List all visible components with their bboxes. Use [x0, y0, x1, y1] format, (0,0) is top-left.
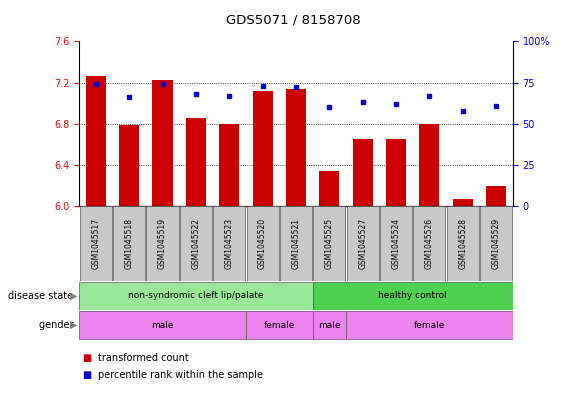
Text: male: male — [151, 321, 174, 330]
Bar — [353, 139, 373, 206]
Bar — [219, 124, 239, 206]
Bar — [186, 118, 206, 206]
Bar — [286, 89, 306, 206]
Bar — [253, 91, 272, 206]
Bar — [80, 206, 112, 281]
Text: male: male — [318, 321, 340, 330]
Text: GSM1045520: GSM1045520 — [258, 218, 267, 269]
Text: non-syndromic cleft lip/palate: non-syndromic cleft lip/palate — [128, 291, 264, 300]
Bar — [480, 206, 512, 281]
Text: GDS5071 / 8158708: GDS5071 / 8158708 — [226, 14, 360, 27]
Bar — [386, 139, 406, 206]
Text: female: female — [264, 321, 295, 330]
Text: transformed count: transformed count — [98, 353, 189, 363]
Bar — [312, 281, 513, 310]
Text: percentile rank within the sample: percentile rank within the sample — [98, 370, 264, 380]
Bar — [146, 206, 179, 281]
Text: disease state: disease state — [8, 291, 76, 301]
Bar — [247, 206, 278, 281]
Text: GSM1045524: GSM1045524 — [391, 218, 400, 269]
Text: ▶: ▶ — [70, 320, 77, 330]
Text: GSM1045523: GSM1045523 — [224, 218, 234, 269]
Bar — [246, 311, 312, 340]
Bar — [486, 186, 506, 206]
Bar — [319, 171, 339, 206]
Bar — [213, 206, 245, 281]
Text: gender: gender — [39, 320, 76, 330]
Bar — [314, 206, 345, 281]
Text: GSM1045529: GSM1045529 — [492, 218, 500, 269]
Text: female: female — [414, 321, 445, 330]
Text: GSM1045521: GSM1045521 — [291, 218, 301, 269]
Text: ▶: ▶ — [70, 291, 77, 301]
Text: ■: ■ — [82, 370, 91, 380]
Text: healthy control: healthy control — [379, 291, 447, 300]
Text: GSM1045519: GSM1045519 — [158, 218, 167, 269]
Bar — [79, 281, 312, 310]
Text: GSM1045527: GSM1045527 — [358, 218, 367, 269]
Bar — [453, 199, 473, 206]
Bar — [280, 206, 312, 281]
Bar — [113, 206, 145, 281]
Text: GSM1045526: GSM1045526 — [425, 218, 434, 269]
Bar — [152, 81, 172, 206]
Bar — [119, 125, 139, 206]
Text: GSM1045522: GSM1045522 — [192, 218, 200, 269]
Bar — [346, 311, 513, 340]
Bar — [413, 206, 445, 281]
Bar — [447, 206, 479, 281]
Bar — [347, 206, 379, 281]
Text: GSM1045525: GSM1045525 — [325, 218, 334, 269]
Bar — [180, 206, 212, 281]
Bar — [420, 124, 440, 206]
Text: GSM1045517: GSM1045517 — [91, 218, 100, 269]
Text: GSM1045528: GSM1045528 — [458, 218, 467, 269]
Bar — [312, 311, 346, 340]
Text: ■: ■ — [82, 353, 91, 363]
Bar — [86, 76, 106, 206]
Bar — [380, 206, 412, 281]
Bar — [79, 311, 246, 340]
Text: GSM1045518: GSM1045518 — [125, 218, 134, 269]
